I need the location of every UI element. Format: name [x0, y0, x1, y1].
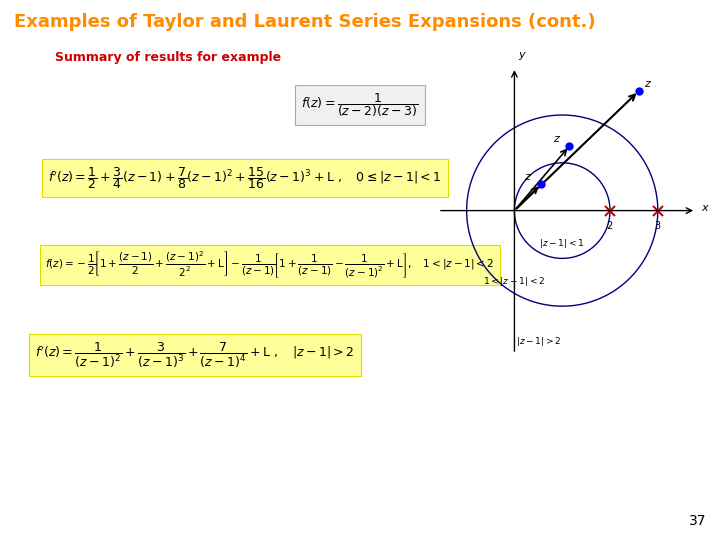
- Text: $z$: $z$: [644, 79, 652, 89]
- Text: $3$: $3$: [654, 219, 662, 231]
- Text: $z$: $z$: [524, 172, 532, 182]
- Text: $|z-1|>2$: $|z-1|>2$: [516, 335, 561, 348]
- Text: $f'(z)=\dfrac{1}{(z-1)^2}+\dfrac{3}{(z-1)^3}+\dfrac{7}{(z-1)^4}+\mathsf{L}\ ,\qu: $f'(z)=\dfrac{1}{(z-1)^2}+\dfrac{3}{(z-1…: [35, 340, 355, 369]
- Text: Summary of results for example: Summary of results for example: [55, 51, 281, 64]
- Text: $|z-1|<1$: $|z-1|<1$: [539, 237, 585, 250]
- Text: $x$: $x$: [701, 203, 710, 213]
- Text: $2$: $2$: [606, 219, 613, 231]
- Text: $z$: $z$: [553, 134, 561, 144]
- Text: $f'(z) = \dfrac{1}{2} + \dfrac{3}{4}(z-1) + \dfrac{7}{8}(z-1)^2 + \dfrac{15}{16}: $f'(z) = \dfrac{1}{2} + \dfrac{3}{4}(z-1…: [48, 165, 441, 191]
- Text: $y$: $y$: [518, 50, 527, 63]
- Text: $f(z)= -\dfrac{1}{2}\!\left[1+\dfrac{(z-1)}{2}+\dfrac{(z-1)^2}{2^2}+\mathsf{L}\r: $f(z)= -\dfrac{1}{2}\!\left[1+\dfrac{(z-…: [45, 250, 495, 280]
- Text: $1<|z-1|<2$: $1<|z-1|<2$: [483, 275, 546, 288]
- Text: $f(z)=\dfrac{1}{(z-2)(z-3)}$: $f(z)=\dfrac{1}{(z-2)(z-3)}$: [302, 91, 418, 119]
- Text: Examples of Taylor and Laurent Series Expansions (cont.): Examples of Taylor and Laurent Series Ex…: [14, 13, 595, 31]
- Text: 37: 37: [688, 514, 706, 528]
